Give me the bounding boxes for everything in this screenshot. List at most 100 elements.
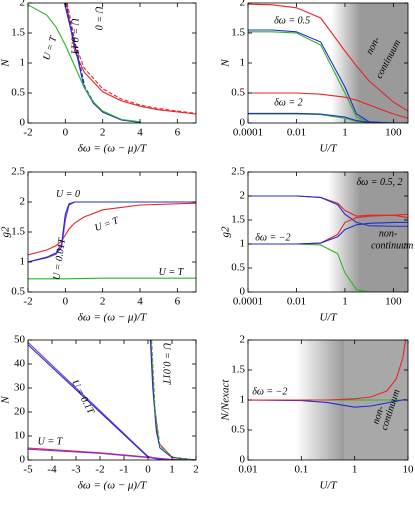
annotation: U = 0.1T: [69, 378, 97, 417]
series-group: [248, 340, 408, 408]
y-tick-label: 2: [20, 196, 26, 208]
y-tick-label: 0.5: [231, 424, 245, 436]
series-group: [248, 195, 408, 292]
data-line: [149, 340, 196, 460]
x-tick-label: 0.0001: [233, 296, 263, 308]
x-tick-label: 2: [100, 127, 106, 139]
y-tick-label: 1: [20, 57, 26, 69]
data-line: [248, 195, 408, 227]
x-tick-label: 10: [403, 464, 415, 476]
x-tick-label: 6: [175, 127, 181, 139]
y-axis-label: N: [0, 59, 12, 68]
data-line: [28, 4, 141, 123]
x-tick-label: -5: [23, 464, 33, 476]
x-axis-label: U/T: [319, 312, 337, 324]
data-line: [150, 340, 196, 460]
data-line: [248, 3, 408, 112]
x-tick-label: 0.1: [294, 464, 308, 476]
y-tick-label: 0.5: [231, 262, 245, 274]
annotation: U = 0.1T: [68, 18, 79, 56]
data-line: [65, 3, 196, 115]
annotation: U = T: [41, 34, 59, 62]
x-tick-label: 2: [100, 296, 106, 308]
y-axis-label: N/Nexact: [220, 379, 232, 422]
y-tick-label: 0: [240, 454, 246, 466]
y-tick-label: 2.5: [11, 166, 25, 178]
panel: 0.0001 0.01 1 100 0 0.5 1 1.5 2 U/T Nδω = 0.5 δω = …: [220, 0, 409, 155]
x-tick-label: -1: [119, 464, 128, 476]
data-line: [248, 221, 408, 245]
x-tick-label: 1: [352, 464, 358, 476]
y-axis-label: g2: [220, 226, 232, 238]
x-tick-label: 100: [385, 127, 402, 139]
data-line: [28, 201, 196, 263]
x-tick-label: 6: [175, 296, 181, 308]
y-axis-label: g2: [0, 226, 12, 238]
y-tick-label: 2.5: [231, 166, 245, 178]
y-tick-label: 1: [240, 238, 246, 250]
annotation: U = T: [159, 267, 185, 278]
y-tick-label: 2: [240, 334, 246, 346]
panel: -2 0 2 4 6 0.5 1 1.5 2 2.5 δω = (ω − μ)/T g2 U = 0 U …: [0, 166, 197, 324]
annotation: continuum: [371, 241, 413, 252]
x-tick-label: 100: [385, 296, 402, 308]
annotation: non-: [370, 405, 386, 426]
x-tick-label: 1: [342, 127, 348, 139]
y-tick-label: 0.5: [11, 87, 25, 99]
y-tick-label: 20: [14, 406, 26, 418]
plot-frame: [27, 2, 197, 124]
y-axis-label: N: [220, 59, 232, 68]
shade-fade: [328, 172, 360, 292]
x-tick-label: -2: [23, 127, 32, 139]
y-tick-label: 0: [240, 117, 246, 129]
data-line: [248, 398, 406, 408]
annotation: non-: [379, 229, 397, 240]
annotation: U = 0.01T: [161, 342, 172, 385]
data-line: [28, 202, 196, 256]
series-group: [28, 3, 196, 123]
y-tick-label: 2: [240, 190, 246, 202]
y-tick-label: 2: [20, 0, 26, 9]
y-tick-label: 0: [240, 286, 246, 298]
x-tick-label: 0.01: [238, 464, 257, 476]
x-axis-label: U/T: [319, 143, 337, 155]
y-tick-label: 1: [240, 57, 246, 69]
plot-frame: [247, 171, 409, 293]
y-tick-label: 0: [20, 454, 26, 466]
y-tick-label: 1.5: [231, 214, 245, 226]
x-tick-label: 0.01: [287, 127, 306, 139]
x-axis-label: δω = (ω − μ)/T: [78, 312, 147, 324]
annotation: δω = 0.5, 2: [357, 177, 403, 188]
y-tick-label: 1.5: [11, 27, 25, 39]
data-line: [248, 340, 407, 401]
x-tick-label: 2: [193, 464, 199, 476]
x-tick-label: 0: [63, 127, 69, 139]
y-tick-label: 1.5: [231, 27, 245, 39]
shade-solid: [360, 172, 408, 292]
y-tick-label: 50: [14, 334, 26, 346]
y-axis-label: N: [0, 396, 12, 405]
shade-solid: [360, 3, 408, 123]
x-tick-label: 1: [169, 464, 175, 476]
data-line: [151, 340, 196, 460]
data-line: [63, 3, 141, 123]
x-axis-label: U/T: [319, 480, 337, 492]
annotation: δω = 0.5: [274, 15, 310, 26]
x-tick-label: 4: [137, 296, 143, 308]
y-tick-label: 2: [240, 0, 246, 9]
x-tick-label: 0.01: [287, 296, 306, 308]
x-tick-label: 1: [342, 296, 348, 308]
plot-frame: [27, 339, 197, 461]
x-tick-label: 0: [145, 464, 151, 476]
data-line: [28, 448, 196, 460]
x-tick-label: 4: [137, 127, 143, 139]
y-tick-label: 1.5: [231, 364, 245, 376]
annotation: δω = −2: [255, 233, 290, 244]
y-tick-label: 10: [14, 430, 26, 442]
y-tick-label: 30: [14, 382, 26, 394]
annotation: δω = 2: [274, 97, 302, 108]
annotation: δω = −2: [252, 386, 287, 397]
